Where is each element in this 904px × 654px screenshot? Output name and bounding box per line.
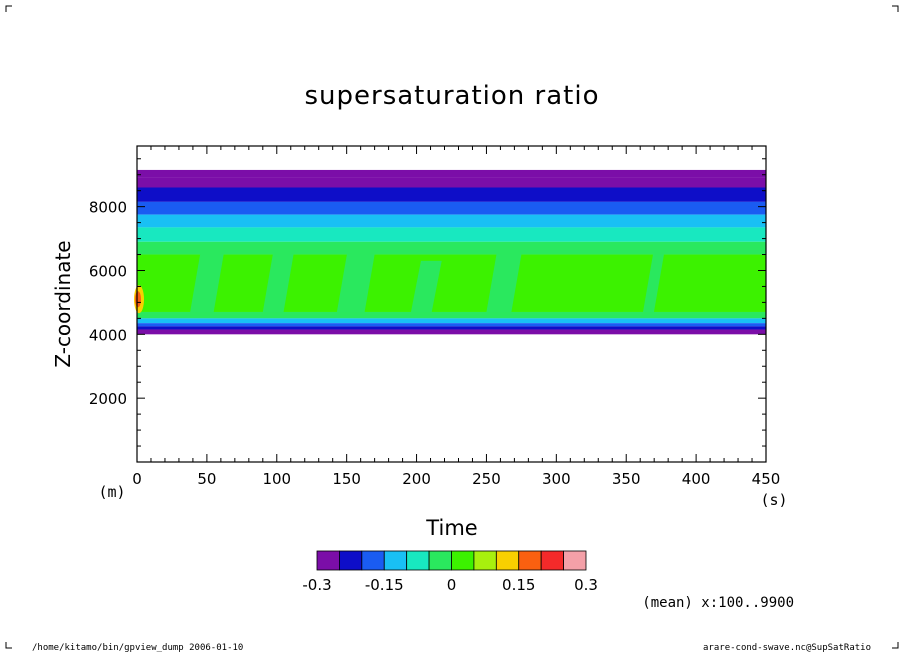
contour-patch xyxy=(190,254,224,312)
colorbar-swatch xyxy=(451,550,475,571)
contour-patch xyxy=(336,254,375,312)
contour-band xyxy=(137,187,766,202)
colorbar-tick-label: -0.3 xyxy=(302,576,331,594)
contour-patch xyxy=(642,254,664,312)
colorbar-swatch xyxy=(316,550,340,571)
contour-band xyxy=(137,177,766,188)
y-axis-label: Z-coordinate xyxy=(51,240,75,367)
colorbar-tick-label: -0.15 xyxy=(365,576,404,594)
contour-band xyxy=(137,201,766,215)
colorbar-swatch xyxy=(406,550,430,571)
contour-band xyxy=(137,329,766,335)
colorbar-swatch xyxy=(428,550,452,571)
contour-patch xyxy=(410,260,442,312)
plot-area xyxy=(134,145,767,463)
y-unit-label: (m) xyxy=(98,483,125,501)
mean-annotation: (mean) x:100..9900 xyxy=(642,595,794,611)
colorbar-swatch xyxy=(361,550,385,571)
x-tick-label: 100 xyxy=(262,470,291,488)
corner-marks xyxy=(5,5,899,649)
contour-patch xyxy=(262,254,294,312)
colorbar-tick-label: 0.3 xyxy=(574,576,598,594)
x-tick-label: 250 xyxy=(472,470,501,488)
x-tick-label: 350 xyxy=(612,470,641,488)
contour-band xyxy=(137,311,766,319)
x-tick-label: 300 xyxy=(542,470,571,488)
colorbar: -0.3 -0.15 0 0.15 0.3 xyxy=(302,550,598,594)
contour-band xyxy=(137,169,766,178)
colorbar-swatch xyxy=(540,550,564,571)
y-axis: 2000 4000 6000 8000 xyxy=(89,158,766,447)
y-tick-label: 6000 xyxy=(89,262,127,280)
x-axis: 0 50 100 150 200 250 300 350 400 450 xyxy=(132,146,780,488)
colorbar-swatch xyxy=(339,550,363,571)
x-tick-label: 150 xyxy=(332,470,361,488)
plot-frame xyxy=(136,145,767,463)
footer-left: /home/kitamo/bin/gpview_dump 2006-01-10 xyxy=(32,643,243,653)
contour-band xyxy=(137,241,766,255)
colorbar-tick-label: 0.15 xyxy=(502,576,535,594)
colorbar-swatch xyxy=(518,550,542,571)
x-unit-label: (s) xyxy=(760,491,787,509)
x-tick-label: 200 xyxy=(402,470,431,488)
x-tick-label: 0 xyxy=(132,470,142,488)
y-tick-label: 4000 xyxy=(89,326,127,344)
footer-right: arare-cond-swave.nc@SupSatRatio xyxy=(703,643,871,653)
contour-band xyxy=(137,326,766,330)
colorbar-swatch xyxy=(473,550,497,571)
x-tick-label: 400 xyxy=(682,470,711,488)
contour-band xyxy=(137,227,766,242)
contour-hotspot xyxy=(135,291,141,308)
contour-patch xyxy=(486,254,522,312)
colorbar-tick-label: 0 xyxy=(447,576,457,594)
y-tick-label: 8000 xyxy=(89,199,127,217)
colorbar-swatch xyxy=(495,550,520,571)
contour-band xyxy=(137,323,766,327)
x-axis-label: Time xyxy=(425,516,477,540)
x-tick-label: 450 xyxy=(752,470,781,488)
x-tick-label: 50 xyxy=(197,470,216,488)
contour-band xyxy=(137,254,766,312)
contour-band xyxy=(137,214,766,228)
chart-title: supersaturation ratio xyxy=(304,81,599,111)
colorbar-swatch xyxy=(563,550,587,571)
y-tick-label: 2000 xyxy=(89,390,127,408)
colorbar-swatch xyxy=(383,550,408,571)
contour-band xyxy=(137,318,766,324)
